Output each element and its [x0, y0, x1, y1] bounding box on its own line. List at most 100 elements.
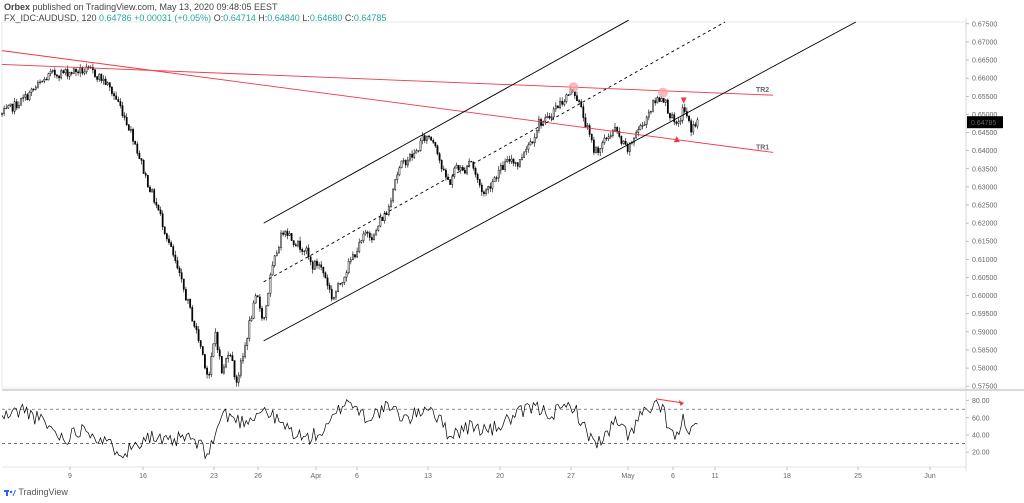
candle-up	[459, 167, 462, 171]
candle-up	[356, 251, 359, 258]
candle-down	[368, 232, 371, 238]
candle-down	[516, 162, 519, 167]
candle-down	[440, 160, 443, 170]
candle-up	[426, 135, 428, 141]
price-tick-label: 0.61500	[972, 239, 997, 246]
candle-down	[75, 68, 77, 73]
candle-up	[681, 107, 684, 121]
candle-down	[153, 189, 156, 203]
candle-down	[81, 67, 84, 74]
candle-down	[423, 135, 426, 141]
candle-down	[62, 70, 65, 73]
candle-up	[552, 108, 555, 118]
candle-up	[242, 356, 244, 362]
candle-up	[9, 103, 12, 106]
candle-down	[170, 242, 172, 247]
candle-up	[525, 148, 528, 153]
candle-up	[622, 140, 625, 144]
candle-up	[599, 148, 602, 153]
candle-up	[652, 100, 654, 112]
trendline-label: TR1	[756, 144, 769, 151]
candle-down	[119, 101, 122, 106]
candle-up	[212, 343, 215, 357]
price-tick-label: 0.58500	[972, 347, 997, 354]
candle-up	[468, 160, 471, 167]
candle-down	[111, 86, 113, 94]
candle-up	[609, 135, 612, 138]
candle-up	[352, 254, 354, 260]
channel-lower-line[interactable]	[263, 21, 857, 342]
candle-down	[330, 289, 333, 300]
candle-down	[108, 82, 111, 88]
candle-up	[383, 213, 386, 221]
trendline-tr2[interactable]	[1, 63, 774, 96]
price-tick-label: 0.67500	[972, 21, 997, 28]
candle-up	[417, 150, 420, 152]
candle-down	[548, 115, 551, 119]
price-tick-label: 0.63000	[972, 184, 997, 191]
candle-up	[504, 161, 506, 170]
highlight-circle	[658, 87, 669, 98]
candle-down	[155, 201, 158, 206]
candle-down	[140, 158, 143, 161]
candle-down	[658, 97, 661, 102]
candle-up	[349, 259, 352, 262]
candle-up	[79, 67, 82, 74]
candle-up	[466, 165, 468, 174]
candle-down	[185, 289, 187, 301]
candle-up	[603, 137, 606, 144]
price-tick-label: 0.58000	[972, 366, 997, 373]
header-ohlc-line: FX_IDC:AUDUSD, 120 0.64786 +0.00031 (+0.…	[4, 13, 386, 23]
candle-up	[250, 318, 253, 321]
price-tick-label: 0.61000	[972, 257, 997, 264]
candle-up	[37, 82, 39, 88]
candle-up	[280, 232, 282, 248]
candle-down	[324, 272, 327, 279]
candle-down	[123, 115, 126, 118]
candle-up	[633, 137, 635, 143]
candle-up	[343, 276, 346, 283]
candle-up	[453, 167, 456, 177]
channel-mid-line[interactable]	[263, 21, 726, 283]
tradingview-logo[interactable]: TradingView	[4, 487, 68, 497]
candle-up	[563, 101, 566, 105]
candle-down	[45, 78, 48, 81]
candle-down	[476, 174, 479, 180]
candle-down	[464, 169, 466, 174]
candle-down	[683, 107, 686, 112]
candle-down	[582, 106, 585, 118]
candle-down	[233, 360, 236, 378]
candle-down	[470, 160, 473, 163]
open-value: 0.64714	[223, 13, 256, 23]
candle-down	[299, 240, 301, 250]
candle-up	[244, 345, 246, 357]
candle-down	[204, 354, 206, 369]
candle-down	[508, 159, 511, 162]
candle-down	[146, 174, 149, 188]
candle-down	[474, 168, 477, 175]
price-tick-label: 0.59000	[972, 329, 997, 336]
candle-down	[100, 73, 103, 81]
candle-up	[239, 360, 242, 376]
candle-down	[77, 71, 79, 74]
candle-down	[480, 184, 483, 193]
osc-tick-label: 20.00	[972, 450, 990, 457]
candle-up	[360, 240, 363, 243]
candle-down	[438, 153, 441, 161]
price-tick-label: 0.60500	[972, 275, 997, 282]
candle-down	[669, 113, 671, 119]
candle-up	[271, 265, 274, 276]
candle-down	[311, 261, 314, 270]
candle-down	[675, 121, 678, 124]
candle-up	[390, 200, 392, 207]
candle-up	[51, 70, 54, 72]
candle-up	[263, 317, 265, 319]
candle-up	[364, 231, 367, 235]
candle-up	[297, 240, 299, 247]
candle-down	[605, 137, 608, 140]
candle-up	[151, 189, 153, 193]
candle-down	[495, 177, 498, 179]
low-label: L:	[302, 13, 310, 23]
channel-upper-line[interactable]	[263, 19, 629, 224]
